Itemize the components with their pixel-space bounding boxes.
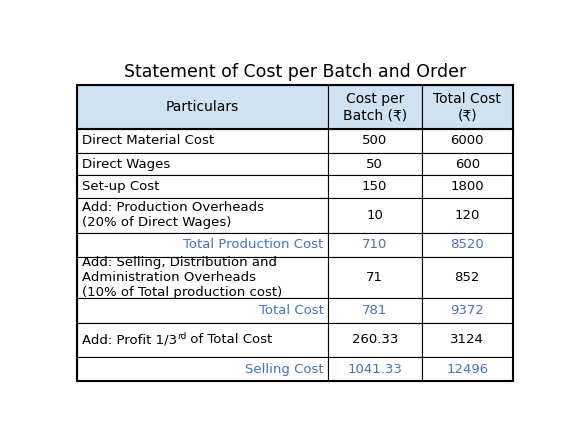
Bar <box>77 233 328 257</box>
Text: Selling Cost: Selling Cost <box>245 363 323 376</box>
Bar <box>328 153 422 175</box>
Text: 10: 10 <box>366 209 383 222</box>
Bar <box>77 298 328 323</box>
Bar <box>77 357 328 381</box>
Text: 71: 71 <box>366 271 383 284</box>
Text: 710: 710 <box>362 238 388 251</box>
Text: Set-up Cost: Set-up Cost <box>82 180 159 193</box>
Text: of Total Cost: of Total Cost <box>186 333 272 346</box>
Text: 6000: 6000 <box>450 134 484 147</box>
Text: 500: 500 <box>362 134 387 147</box>
Bar <box>422 298 513 323</box>
Text: 781: 781 <box>362 304 388 317</box>
Text: Total Cost: Total Cost <box>259 304 323 317</box>
Bar <box>77 153 328 175</box>
Bar <box>77 129 328 153</box>
Bar <box>422 175 513 198</box>
Text: 260.33: 260.33 <box>351 333 398 346</box>
Text: Add: Selling, Distribution and
Administration Overheads
(10% of Total production: Add: Selling, Distribution and Administr… <box>82 256 282 299</box>
Bar <box>328 233 422 257</box>
Text: Particulars: Particulars <box>166 100 239 114</box>
Text: 8520: 8520 <box>450 238 484 251</box>
Text: 50: 50 <box>366 158 383 171</box>
Bar <box>422 153 513 175</box>
Bar <box>328 129 422 153</box>
Bar <box>422 129 513 153</box>
Text: Cost per
Batch (₹): Cost per Batch (₹) <box>343 92 407 122</box>
Text: 9372: 9372 <box>450 304 484 317</box>
Bar <box>328 175 422 198</box>
Text: 120: 120 <box>454 209 480 222</box>
Text: 3124: 3124 <box>450 333 484 346</box>
Text: 1041.33: 1041.33 <box>347 363 402 376</box>
Text: 12496: 12496 <box>446 363 488 376</box>
Text: 852: 852 <box>454 271 480 284</box>
Bar <box>328 298 422 323</box>
Text: Total Cost
(₹): Total Cost (₹) <box>433 92 501 122</box>
Text: Direct Wages: Direct Wages <box>82 158 170 171</box>
Text: 1800: 1800 <box>450 180 484 193</box>
Text: 600: 600 <box>454 158 480 171</box>
Text: Add: Profit 1/3: Add: Profit 1/3 <box>82 333 177 346</box>
Text: rd: rd <box>177 333 186 342</box>
Bar <box>328 357 422 381</box>
Bar <box>422 357 513 381</box>
Bar <box>422 233 513 257</box>
Text: Direct Material Cost: Direct Material Cost <box>82 134 214 147</box>
Text: Add: Production Overheads
(20% of Direct Wages): Add: Production Overheads (20% of Direct… <box>82 201 264 229</box>
Text: Statement of Cost per Batch and Order: Statement of Cost per Batch and Order <box>124 63 467 81</box>
Text: Total Production Cost: Total Production Cost <box>183 238 323 251</box>
Text: 150: 150 <box>362 180 388 193</box>
Bar <box>77 175 328 198</box>
